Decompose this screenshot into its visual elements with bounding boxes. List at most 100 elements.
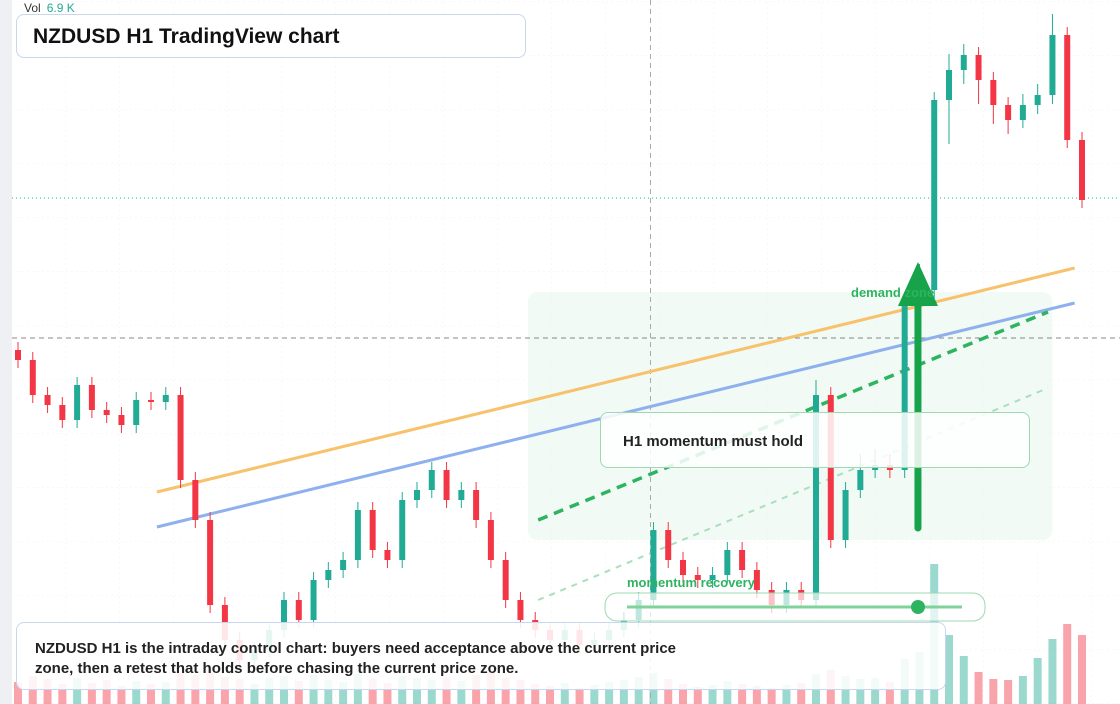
candle-body bbox=[975, 55, 982, 80]
volume-bar bbox=[1018, 676, 1027, 704]
candle-body bbox=[931, 100, 938, 290]
candle-body bbox=[325, 570, 332, 580]
volume-bar bbox=[959, 656, 968, 704]
candle-body bbox=[739, 550, 746, 570]
candle-body bbox=[281, 600, 287, 630]
candle-body bbox=[369, 510, 376, 550]
volume-bar bbox=[220, 677, 229, 704]
callout-text: H1 momentum must hold bbox=[623, 433, 804, 450]
volume-bar bbox=[590, 685, 599, 704]
candle-body bbox=[295, 600, 302, 620]
chart-title: NZDUSD H1 TradingView chart bbox=[33, 25, 340, 48]
demand-label: demand zone bbox=[851, 285, 935, 300]
volume-bar bbox=[250, 684, 259, 704]
volume-bar bbox=[87, 683, 96, 704]
candle-body bbox=[1049, 35, 1056, 95]
candle-body bbox=[44, 395, 51, 405]
volume-bar bbox=[43, 679, 52, 704]
candle-body bbox=[384, 550, 391, 560]
candle-body bbox=[960, 55, 967, 70]
left-strip bbox=[0, 0, 12, 704]
volume-bar bbox=[102, 680, 111, 704]
candle-body bbox=[813, 395, 819, 600]
candle-body bbox=[88, 385, 95, 410]
volume-bar bbox=[413, 678, 421, 704]
candle-body bbox=[59, 405, 66, 420]
volume-bar bbox=[280, 676, 288, 704]
callout-box: H1 momentum must hold bbox=[600, 412, 1030, 468]
candle-body bbox=[1079, 140, 1085, 200]
volume-bar bbox=[575, 688, 584, 704]
volume-bar bbox=[664, 679, 673, 704]
candle-body bbox=[148, 400, 154, 402]
momentum-label: momentum recovery bbox=[627, 575, 755, 590]
volume-bar bbox=[989, 679, 998, 704]
candle-body bbox=[990, 80, 997, 105]
volume-bar bbox=[516, 680, 525, 704]
volume-bar bbox=[945, 635, 953, 704]
candle-body bbox=[74, 385, 81, 420]
volume-bar bbox=[457, 681, 466, 704]
volume-bar bbox=[1004, 680, 1013, 704]
volume-bar bbox=[974, 672, 983, 704]
volume-bar bbox=[679, 684, 687, 704]
volume-bar bbox=[398, 676, 407, 704]
candle-body bbox=[724, 550, 731, 575]
candle-body bbox=[29, 360, 36, 395]
candle-body bbox=[103, 410, 110, 415]
candle-body bbox=[414, 490, 420, 500]
candle-body bbox=[517, 600, 524, 620]
volume-bar bbox=[885, 682, 894, 704]
volume-bar bbox=[73, 678, 82, 704]
volume-bar bbox=[501, 678, 510, 704]
candle-body bbox=[680, 560, 686, 575]
candle-body bbox=[857, 470, 864, 490]
volume-bar bbox=[117, 686, 126, 704]
volume-bar bbox=[693, 687, 702, 704]
volume-bar bbox=[605, 682, 614, 704]
candle-body bbox=[709, 575, 716, 580]
volume-bar bbox=[634, 677, 643, 704]
candle-body bbox=[487, 520, 494, 560]
candle-body bbox=[354, 510, 361, 560]
volume-bar bbox=[324, 680, 333, 704]
volume-label: Vol bbox=[24, 1, 41, 15]
candle-body bbox=[665, 530, 672, 560]
volume-bar bbox=[723, 681, 732, 704]
candle-body bbox=[177, 395, 184, 480]
volume-value: 6.9 K bbox=[46, 1, 75, 15]
volume-bar bbox=[294, 681, 303, 704]
volume-bar bbox=[442, 677, 451, 704]
volume-bar bbox=[767, 688, 776, 704]
candle-body bbox=[753, 570, 760, 590]
volume-readout: Vol 6.9 K bbox=[24, 1, 75, 15]
candle-body bbox=[340, 560, 347, 570]
volume-bar bbox=[797, 683, 806, 704]
volume-bar bbox=[58, 684, 67, 704]
volume-bar bbox=[1063, 624, 1072, 704]
candle-body bbox=[473, 490, 480, 520]
volume-bar bbox=[132, 681, 141, 704]
candle-body bbox=[458, 490, 465, 500]
candle-body bbox=[15, 350, 21, 360]
volume-bar bbox=[619, 680, 628, 704]
volume-bar bbox=[427, 680, 436, 704]
candle-body bbox=[162, 395, 169, 402]
volume-bar bbox=[265, 678, 274, 704]
candle-body bbox=[1019, 105, 1026, 120]
volume-bar bbox=[14, 682, 22, 704]
candle-body bbox=[1064, 35, 1071, 140]
candle-body bbox=[946, 70, 952, 100]
volume-bar bbox=[28, 676, 37, 704]
volume-bar bbox=[339, 682, 348, 704]
volume-bar bbox=[161, 682, 170, 704]
volume-bar bbox=[546, 686, 554, 704]
candle-body bbox=[1005, 105, 1012, 120]
candle-body bbox=[428, 470, 435, 490]
volume-bar bbox=[708, 685, 717, 704]
volume-bar bbox=[871, 678, 880, 704]
candle-body bbox=[399, 500, 406, 560]
volume-bar bbox=[738, 684, 747, 704]
